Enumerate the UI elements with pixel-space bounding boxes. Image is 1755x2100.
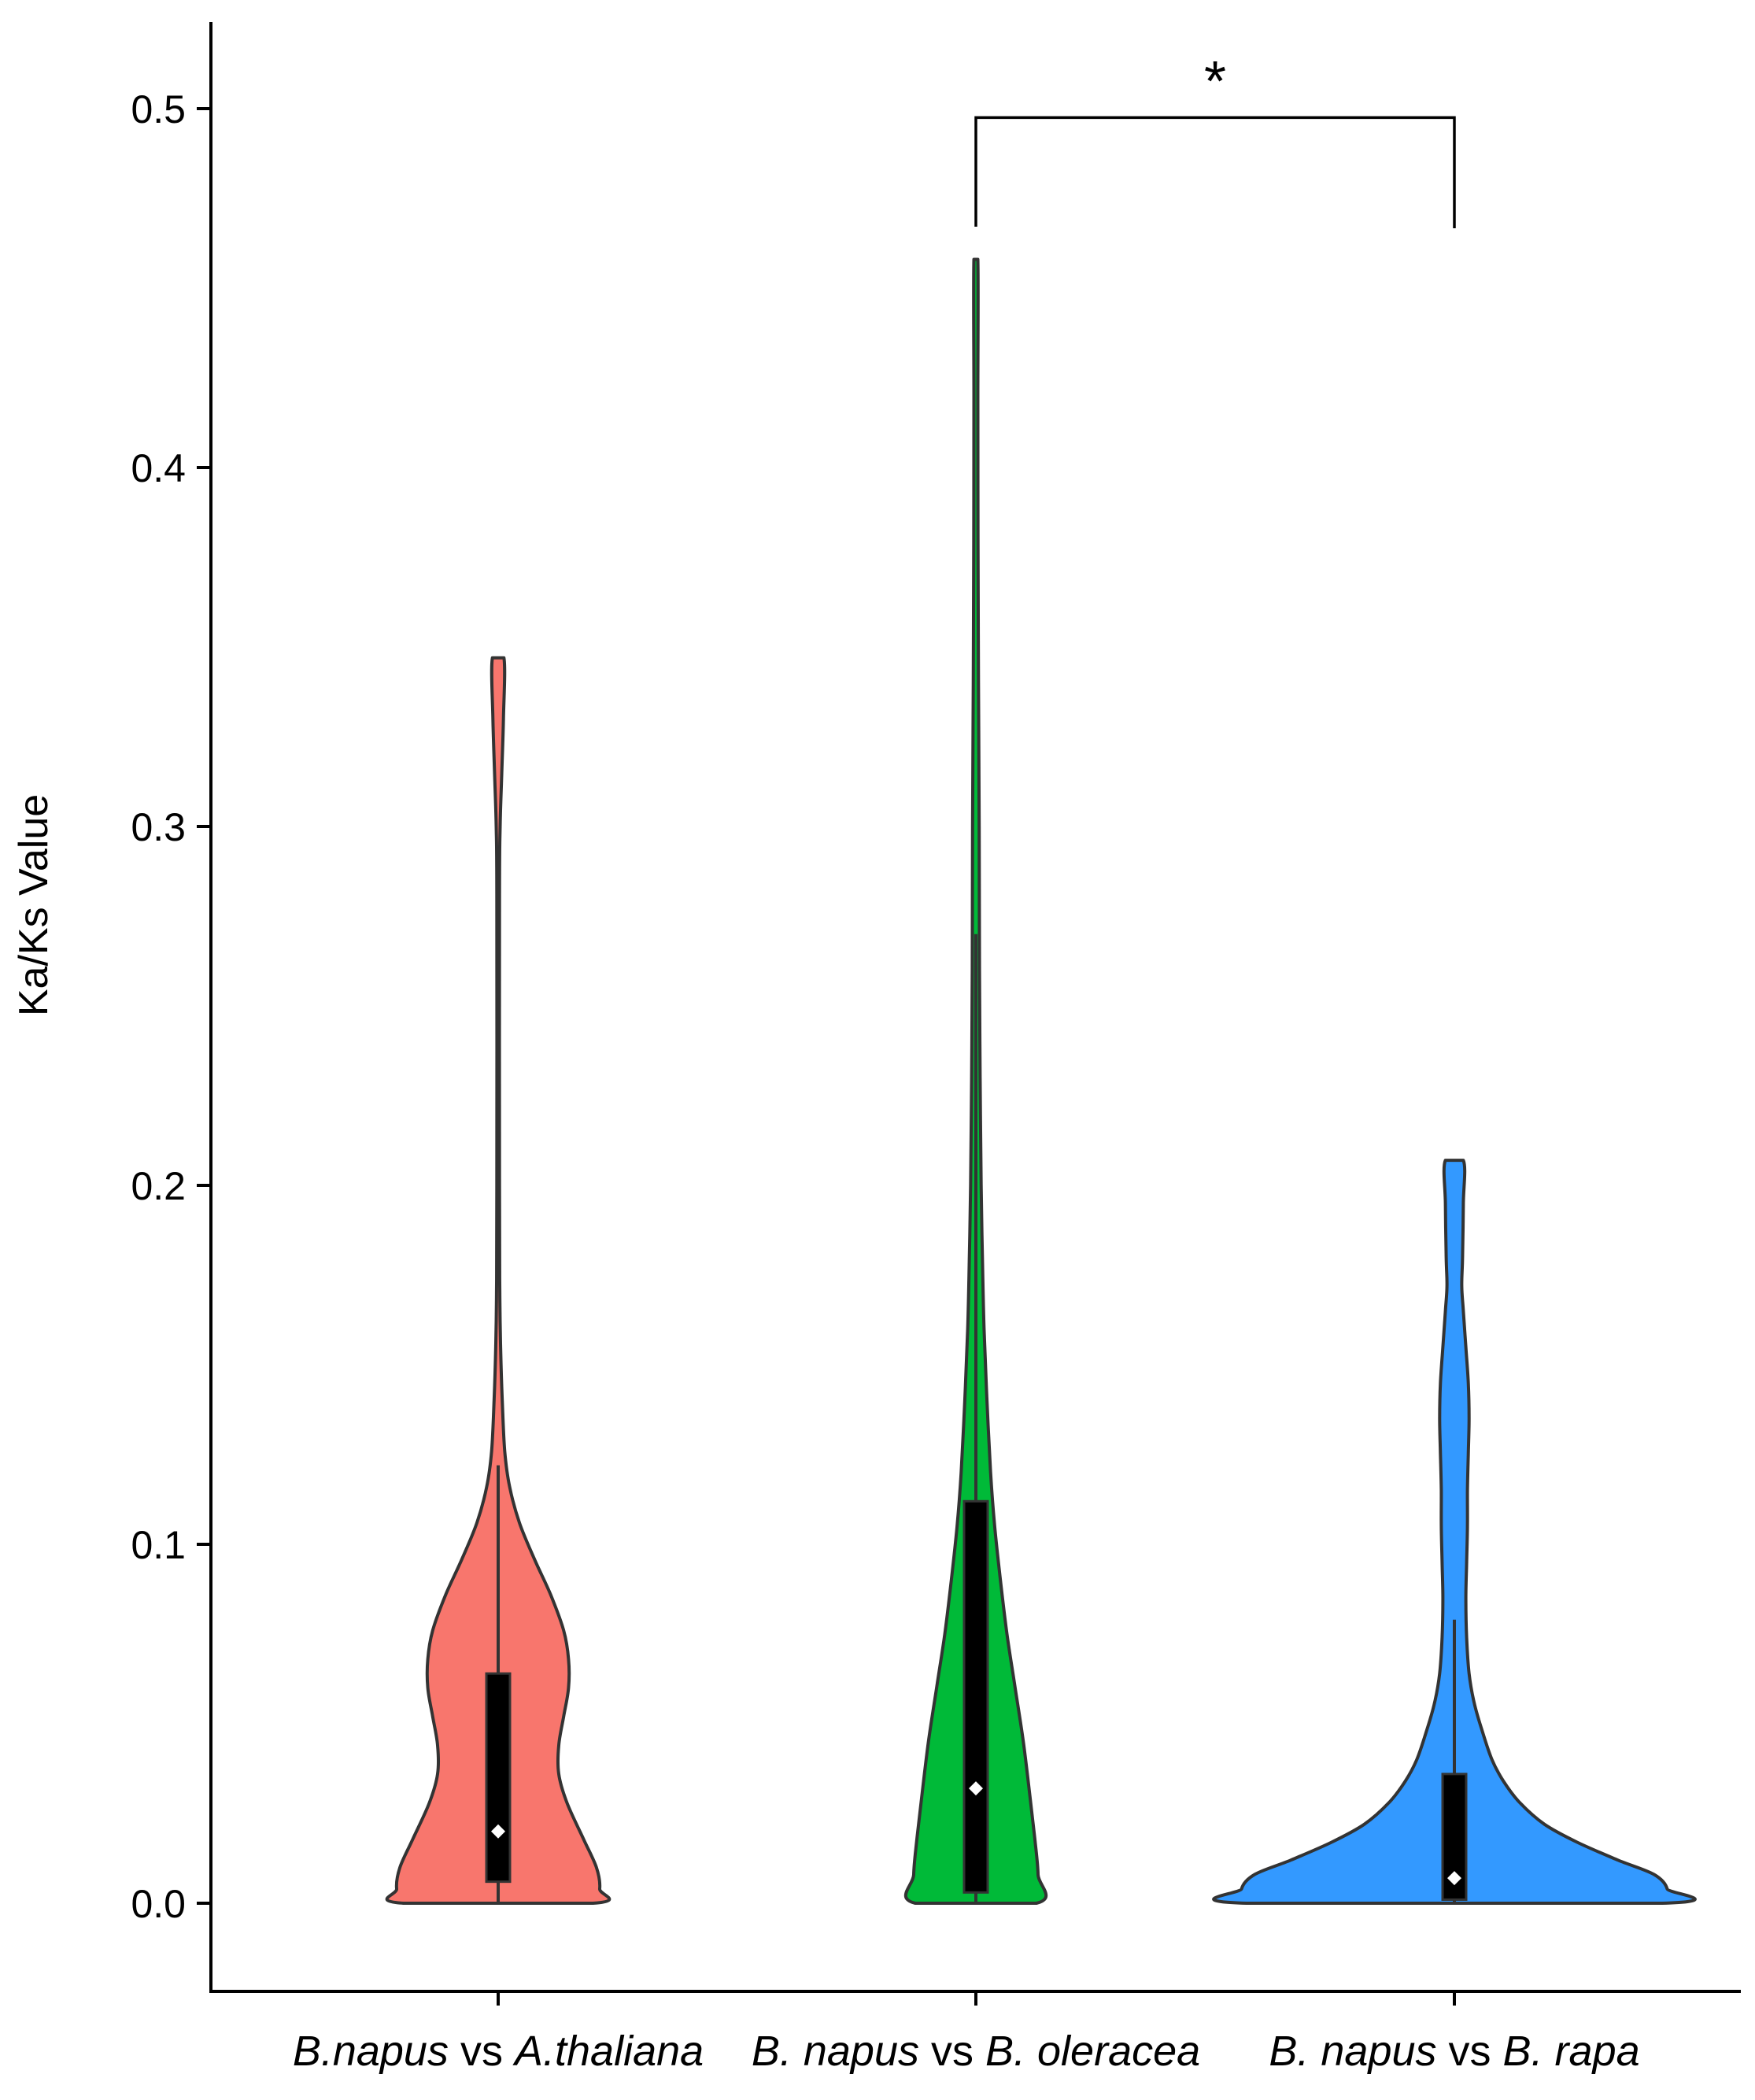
x-category-label-part: B. napus <box>1269 2028 1436 2075</box>
x-category-label: B. napus vs B. rapa <box>1269 2028 1639 2075</box>
y-tick-label: 0.0 <box>131 1882 186 1926</box>
y-axis-title: Ka/Ks Value <box>11 794 57 1016</box>
x-category-label-part: B. oleracea <box>985 2028 1200 2075</box>
x-category-label: B.napus vs A.thaliana <box>293 2028 704 2075</box>
annotations: * <box>974 50 1456 228</box>
box-1 <box>485 1672 512 1884</box>
x-category-label-part: vs <box>449 2028 515 2075</box>
significance-label: * <box>1204 50 1226 113</box>
x-category-label-part: B.napus <box>293 2028 449 2075</box>
y-tick-label: 0.5 <box>131 87 186 131</box>
median-point-2 <box>969 1781 983 1796</box>
x-category-label-part: B. napus <box>752 2028 919 2075</box>
x-category-label: B. napus vs B. oleracea <box>752 2028 1200 2075</box>
x-category-label-part: vs <box>1437 2028 1503 2075</box>
y-tick-label: 0.2 <box>131 1164 186 1208</box>
y-tick-label: 0.4 <box>131 446 186 490</box>
x-category-label-part: vs <box>919 2028 985 2075</box>
x-categories: B.napus vs A.thaliana B. napus vs B. oler… <box>293 1991 1640 2075</box>
box-2 <box>962 1499 989 1894</box>
violin-layer <box>385 257 1697 1905</box>
significance-bracket <box>974 116 1456 228</box>
median-point-3 <box>1447 1871 1461 1886</box>
x-category-label-part: A.thaliana <box>512 2028 704 2075</box>
median-point-1 <box>491 1824 505 1839</box>
y-tick-label: 0.1 <box>131 1523 186 1567</box>
x-category-label-part: B. rapa <box>1503 2028 1640 2075</box>
y-ticks: 0.0 0.1 0.2 0.3 0.4 0.5 <box>131 87 211 1926</box>
y-tick-label: 0.3 <box>131 805 186 849</box>
violin-3 <box>1212 1159 1697 1905</box>
violin-1 <box>385 656 611 1905</box>
